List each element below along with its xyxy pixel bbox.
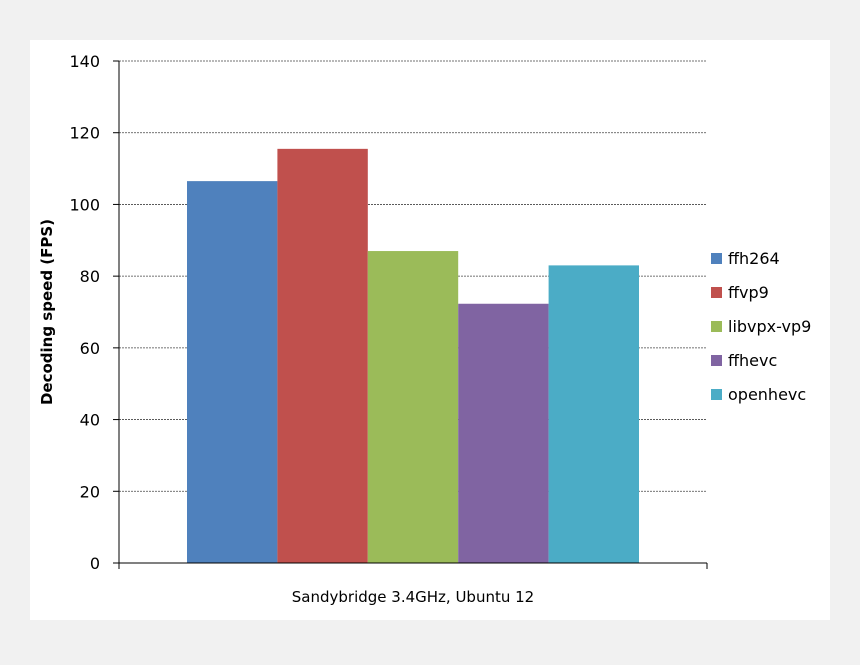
- legend-swatch-ffvp9: [711, 287, 722, 298]
- bars: [187, 148, 639, 564]
- y-axis-title: Decoding speed (FPS): [38, 219, 56, 405]
- legend-label-ffvp9: ffvp9: [728, 283, 769, 302]
- legend: ffh264 ffvp9 libvpx-vp9 ffhevc openhevc: [711, 249, 811, 404]
- legend-swatch-ffhevc: [711, 355, 722, 366]
- bar-libvpx-vp9: [367, 251, 459, 564]
- bar-ffvp9: [277, 148, 368, 563]
- legend-swatch-libvpx-vp9: [711, 321, 722, 332]
- chart-panel: 0 20 40 60 80 100 120 140 Decoding speed (FPS) …: [30, 40, 830, 620]
- y-tick-label: 100: [69, 195, 100, 214]
- y-tick-label: 0: [90, 554, 100, 573]
- y-tick-label: 120: [69, 124, 100, 143]
- bar-openhevc: [548, 265, 639, 563]
- y-tick-label: 80: [80, 267, 100, 286]
- legend-label-ffhevc: ffhevc: [728, 351, 777, 370]
- legend-label-ffh264: ffh264: [728, 249, 780, 268]
- bar-ffhevc: [458, 303, 549, 563]
- y-tick-label: 40: [80, 411, 100, 430]
- y-tick-label: 140: [69, 52, 100, 71]
- legend-swatch-ffh264: [711, 253, 722, 264]
- y-ticks: 0 20 40 60 80 100 120 140: [69, 52, 708, 573]
- y-tick-label: 60: [80, 339, 100, 358]
- bar-ffh264: [187, 181, 278, 563]
- legend-label-openhevc: openhevc: [728, 385, 806, 404]
- x-axis-title: Sandybridge 3.4GHz, Ubuntu 12: [292, 588, 534, 606]
- legend-swatch-openhevc: [711, 389, 722, 400]
- legend-label-libvpx-vp9: libvpx-vp9: [728, 317, 811, 336]
- y-tick-label: 20: [80, 482, 100, 501]
